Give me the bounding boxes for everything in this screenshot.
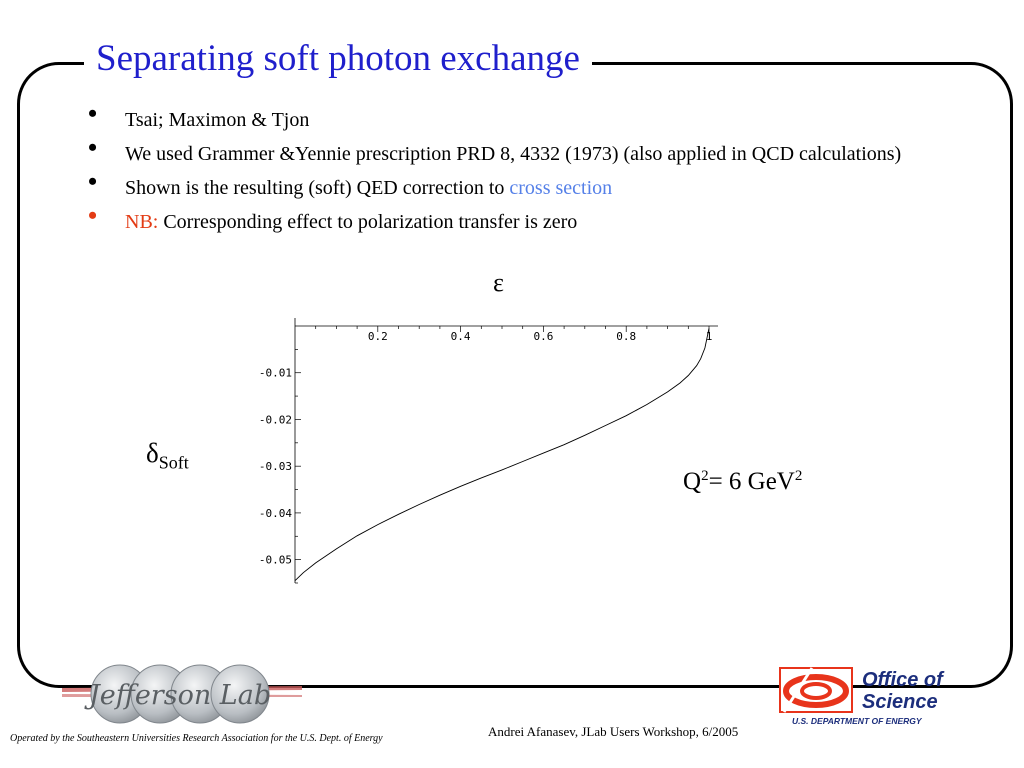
bullet-marker: • [88,167,98,196]
q2-annotation: Q2= 6 GeV2 [683,468,802,496]
chart-ticks: 0.2 0.4 0.6 0.8 1 -0.01 -0.02 -0.03 -0.04 -0.05 [259,326,713,584]
q2-exp2: 2 [794,468,803,484]
cross-section-highlight: cross section [509,177,613,199]
jefferson-lab-logo: Jefferson Lab [62,664,302,724]
nb-label: NB: [125,211,159,233]
delta-subscript: Soft [158,452,189,473]
bullet-text: Corresponding effect to polarization tra… [158,211,578,233]
epsilon-axis-label: ε [493,268,504,297]
q2-exp: 2 [701,468,709,484]
y-tick-label: -0.01 [259,367,292,380]
y-tick-label: -0.04 [259,507,292,520]
y-tick-label: -0.02 [259,413,292,426]
x-tick-label: 0.2 [368,330,388,343]
bullet-marker: • [88,133,98,162]
chart-marks [294,328,710,582]
osc-line1: Office of [862,669,945,691]
x-tick-label: 0.6 [533,330,553,343]
chart-axes [294,318,718,583]
q2-q: Q [683,468,702,495]
bullet-text: Tsai; Maximon & Tjon [125,109,310,131]
bullet-marker: • [88,99,98,128]
bullet-item: • Shown is the resulting (soft) QED corr… [86,169,966,201]
osc-line3: U.S. DEPARTMENT OF ENERGY [792,716,923,726]
office-of-science-logo: Office of Science U.S. DEPARTMENT OF ENE… [779,667,945,726]
bullet-item-nb: • NB: Corresponding effect to polarizati… [86,203,966,235]
bullet-list: • Tsai; Maximon & Tjon • We used Grammer… [86,101,966,244]
bullet-text: Shown is the resulting (soft) QED correc… [125,177,510,199]
delta-soft-series-line [294,328,710,582]
y-tick-label: -0.03 [259,460,292,473]
x-tick-label: 0.8 [616,330,636,343]
author-credit: Andrei Afanasev, JLab Users Workshop, 6/… [488,724,739,739]
delta-symbol: δ [146,438,159,468]
jlab-logo-text: Jefferson Lab [84,680,271,711]
osc-line2: Science [862,691,938,713]
x-tick-label: 1 [706,330,713,343]
q2-mid: = 6 GeV [708,468,795,495]
slide-title: Separating soft photon exchange [84,32,592,86]
bullet-item: • Tsai; Maximon & Tjon [86,101,966,133]
delta-soft-chart: 0.2 0.4 0.6 0.8 1 -0.01 -0.02 -0.03 -0.04 -0.05 [259,318,718,584]
bullet-item: • We used Grammer &Yennie prescription P… [86,135,966,167]
x-tick-label: 0.4 [451,330,471,343]
bullet-marker: • [88,201,98,230]
operated-by-note: Operated by the Southeastern Universitie… [10,733,383,744]
delta-soft-label: δSoft [146,438,189,473]
y-tick-label: -0.05 [259,554,292,567]
bullet-text: We used Grammer &Yennie prescription PRD… [125,143,902,165]
